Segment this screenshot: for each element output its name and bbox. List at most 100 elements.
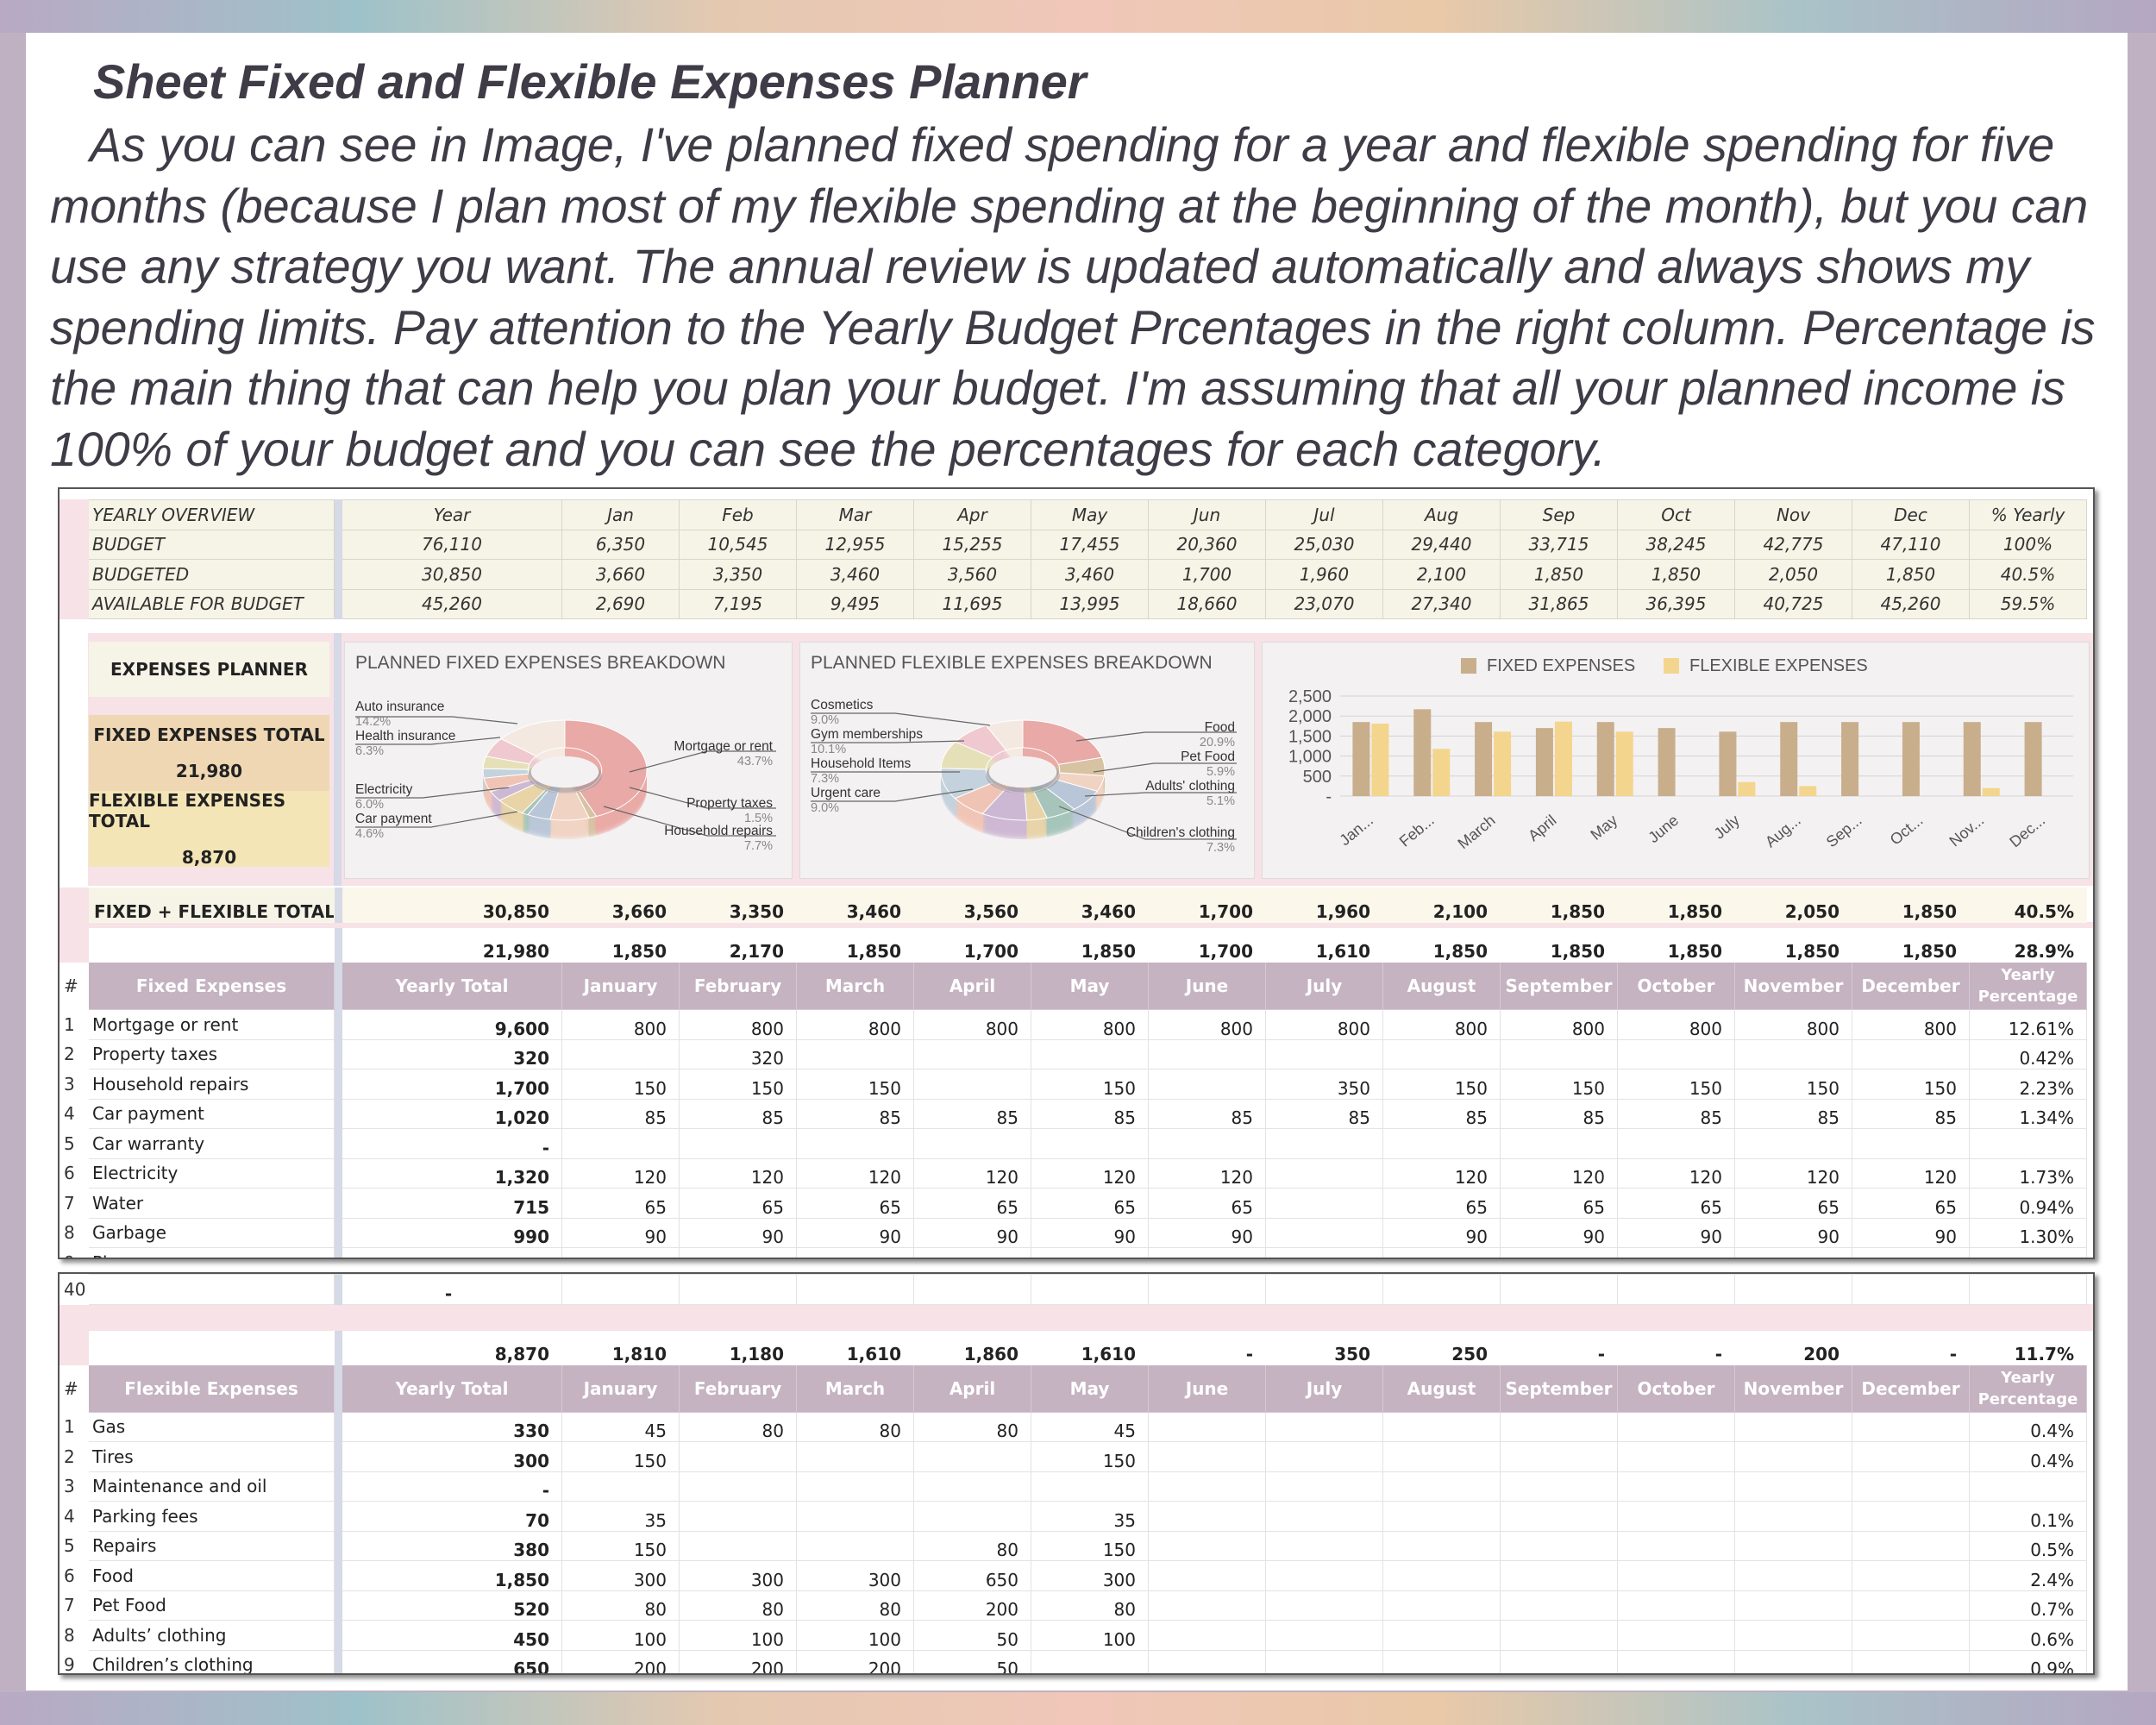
expense-value-cell[interactable]	[1382, 1471, 1501, 1502]
expense-value-cell[interactable]: 800	[1617, 1009, 1735, 1040]
table-row[interactable]: 7 Pet Food 520 80 80 80 200 80 0.7%	[60, 1590, 2094, 1621]
expense-value-cell[interactable]	[1852, 1501, 1970, 1532]
expense-value-cell[interactable]: 1,700	[342, 1069, 562, 1100]
expense-value-cell[interactable]: 80	[913, 1411, 1031, 1442]
expense-value-cell[interactable]	[1500, 1590, 1618, 1621]
expense-value-cell[interactable]	[1500, 1501, 1618, 1532]
expense-value-cell[interactable]: 150	[1734, 1069, 1852, 1100]
expense-value-cell[interactable]: 65	[1382, 1188, 1501, 1219]
column-header[interactable]: March	[796, 1364, 914, 1413]
expense-value-cell[interactable]: 150	[679, 1069, 797, 1100]
expense-value-cell[interactable]	[913, 1128, 1031, 1159]
expense-value-cell[interactable]: 300	[561, 1560, 680, 1591]
expense-value-cell[interactable]	[1852, 1560, 1970, 1591]
expense-value-cell[interactable]: 120	[913, 1157, 1031, 1189]
expense-value-cell[interactable]	[1852, 1038, 1970, 1070]
empty-cell[interactable]	[913, 1274, 1031, 1305]
expense-value-cell[interactable]: 1	[60, 1009, 89, 1040]
empty-cell[interactable]	[561, 1274, 680, 1305]
expense-value-cell[interactable]	[1382, 1501, 1501, 1532]
expense-value-cell[interactable]: 1,320	[342, 1157, 562, 1189]
expense-value-cell[interactable]: 45	[1031, 1411, 1149, 1442]
expense-value-cell[interactable]: 0.7%	[1969, 1590, 2087, 1621]
expense-value-cell[interactable]	[1265, 1128, 1383, 1159]
column-header[interactable]: October	[1617, 962, 1735, 1010]
expense-value-cell[interactable]: 800	[1734, 1009, 1852, 1040]
expense-value-cell[interactable]: 715	[342, 1188, 562, 1219]
expense-value-cell[interactable]	[1148, 1649, 1266, 1673]
expense-value-cell[interactable]	[1265, 1217, 1383, 1248]
expense-value-cell[interactable]	[1734, 1441, 1852, 1472]
expense-value-cell[interactable]: 9,600	[342, 1009, 562, 1040]
expense-value-cell[interactable]: 120	[679, 1157, 797, 1189]
expense-value-cell[interactable]: 90	[1500, 1217, 1618, 1248]
expense-name-cell[interactable]	[88, 1274, 335, 1305]
expense-value-cell[interactable]: -	[342, 1128, 562, 1159]
empty-cell[interactable]	[1031, 1274, 1149, 1305]
flexible-expenses-table[interactable]: 40-8,870 1,810 1,180 1,610 1,860 1,610-350 250…	[60, 1274, 2094, 1673]
expense-value-cell[interactable]	[1617, 1038, 1735, 1070]
expense-value-cell[interactable]: 100	[561, 1620, 680, 1651]
expense-value-cell[interactable]	[796, 1471, 914, 1502]
table-row[interactable]: 1 Mortgage or rent 9,600 800 800 800 800 800 800…	[60, 1009, 2094, 1040]
fixed-expenses-sheet[interactable]: YEARLY OVERVIEW Year Jan Feb Mar Apr May Jun Jul…	[58, 487, 2095, 1259]
expense-value-cell[interactable]: 85	[679, 1098, 797, 1129]
expense-value-cell[interactable]: 50	[1852, 1247, 1970, 1258]
expense-value-cell[interactable]: 65	[796, 1188, 914, 1219]
expense-value-cell[interactable]: 2	[60, 1038, 89, 1070]
column-header[interactable]: April	[913, 962, 1031, 1010]
expense-value-cell[interactable]: 120	[1148, 1157, 1266, 1189]
expense-value-cell[interactable]: 35	[561, 1501, 680, 1532]
empty-cell[interactable]	[1500, 1274, 1618, 1305]
expense-value-cell[interactable]: 320	[679, 1038, 797, 1070]
empty-cell[interactable]	[1617, 1274, 1735, 1305]
empty-cell[interactable]	[1382, 1274, 1501, 1305]
expense-value-cell[interactable]: 45	[561, 1411, 680, 1442]
table-row[interactable]: 9Phones55050505050505050505050500.72%	[60, 1247, 2094, 1258]
expense-value-cell[interactable]	[913, 1471, 1031, 1502]
expense-value-cell[interactable]	[913, 1069, 1031, 1100]
expense-value-cell[interactable]: 85	[1852, 1098, 1970, 1129]
expense-value-cell[interactable]	[1500, 1530, 1618, 1561]
empty-cell[interactable]	[1969, 1274, 2087, 1305]
expense-value-cell[interactable]: 9	[60, 1649, 89, 1673]
expense-value-cell[interactable]: 5	[60, 1530, 89, 1561]
expense-value-cell[interactable]: 1.34%	[1969, 1098, 2087, 1129]
expense-value-cell[interactable]	[1617, 1441, 1735, 1472]
expense-value-cell[interactable]: 0.72%	[1969, 1247, 2087, 1258]
expense-value-cell[interactable]: 50	[913, 1247, 1031, 1258]
expense-value-cell[interactable]: 85	[1382, 1098, 1501, 1129]
expense-value-cell[interactable]: 120	[1031, 1157, 1149, 1189]
expense-value-cell[interactable]	[1500, 1038, 1618, 1070]
expense-value-cell[interactable]: 90	[796, 1217, 914, 1248]
expense-value-cell[interactable]: 150	[1031, 1069, 1149, 1100]
expense-value-cell[interactable]: 50	[1617, 1247, 1735, 1258]
expense-value-cell[interactable]: 85	[1617, 1098, 1735, 1129]
expense-value-cell[interactable]: 150	[1382, 1069, 1501, 1100]
expense-value-cell[interactable]: 1,020	[342, 1098, 562, 1129]
expense-value-cell[interactable]: 90	[1031, 1217, 1149, 1248]
expense-value-cell[interactable]	[913, 1038, 1031, 1070]
column-header[interactable]: June	[1148, 1364, 1266, 1413]
expense-name-cell[interactable]: Phones	[88, 1247, 335, 1258]
table-row[interactable]: 8 Garbage 990 90 90 90 90 90 90 90 90 90 90 90 1.30%	[60, 1217, 2094, 1248]
table-row[interactable]: 4 Car payment 1,020 85 85 85 85 85 85 85 85 85 85 85 8…	[60, 1098, 2094, 1129]
expense-value-cell[interactable]: 7	[60, 1590, 89, 1621]
expense-value-cell[interactable]	[1148, 1620, 1266, 1651]
expense-value-cell[interactable]	[1265, 1247, 1383, 1258]
expense-name-cell[interactable]: Electricity	[88, 1157, 335, 1189]
expense-value-cell[interactable]: 80	[561, 1590, 680, 1621]
expense-value-cell[interactable]: 80	[1031, 1590, 1149, 1621]
expense-value-cell[interactable]	[1852, 1590, 1970, 1621]
expense-value-cell[interactable]: 90	[913, 1217, 1031, 1248]
expense-value-cell[interactable]	[1500, 1411, 1618, 1442]
expense-value-cell[interactable]	[1734, 1620, 1852, 1651]
expense-value-cell[interactable]: 65	[1148, 1188, 1266, 1219]
expense-name-cell[interactable]: Repairs	[88, 1530, 335, 1561]
expense-value-cell[interactable]	[1148, 1411, 1266, 1442]
expense-value-cell[interactable]: 80	[679, 1590, 797, 1621]
expense-value-cell[interactable]	[1031, 1649, 1149, 1673]
table-row-40[interactable]: 40 -	[60, 1274, 2094, 1305]
expense-value-cell[interactable]	[1969, 1471, 2087, 1502]
expense-value-cell[interactable]	[1734, 1471, 1852, 1502]
